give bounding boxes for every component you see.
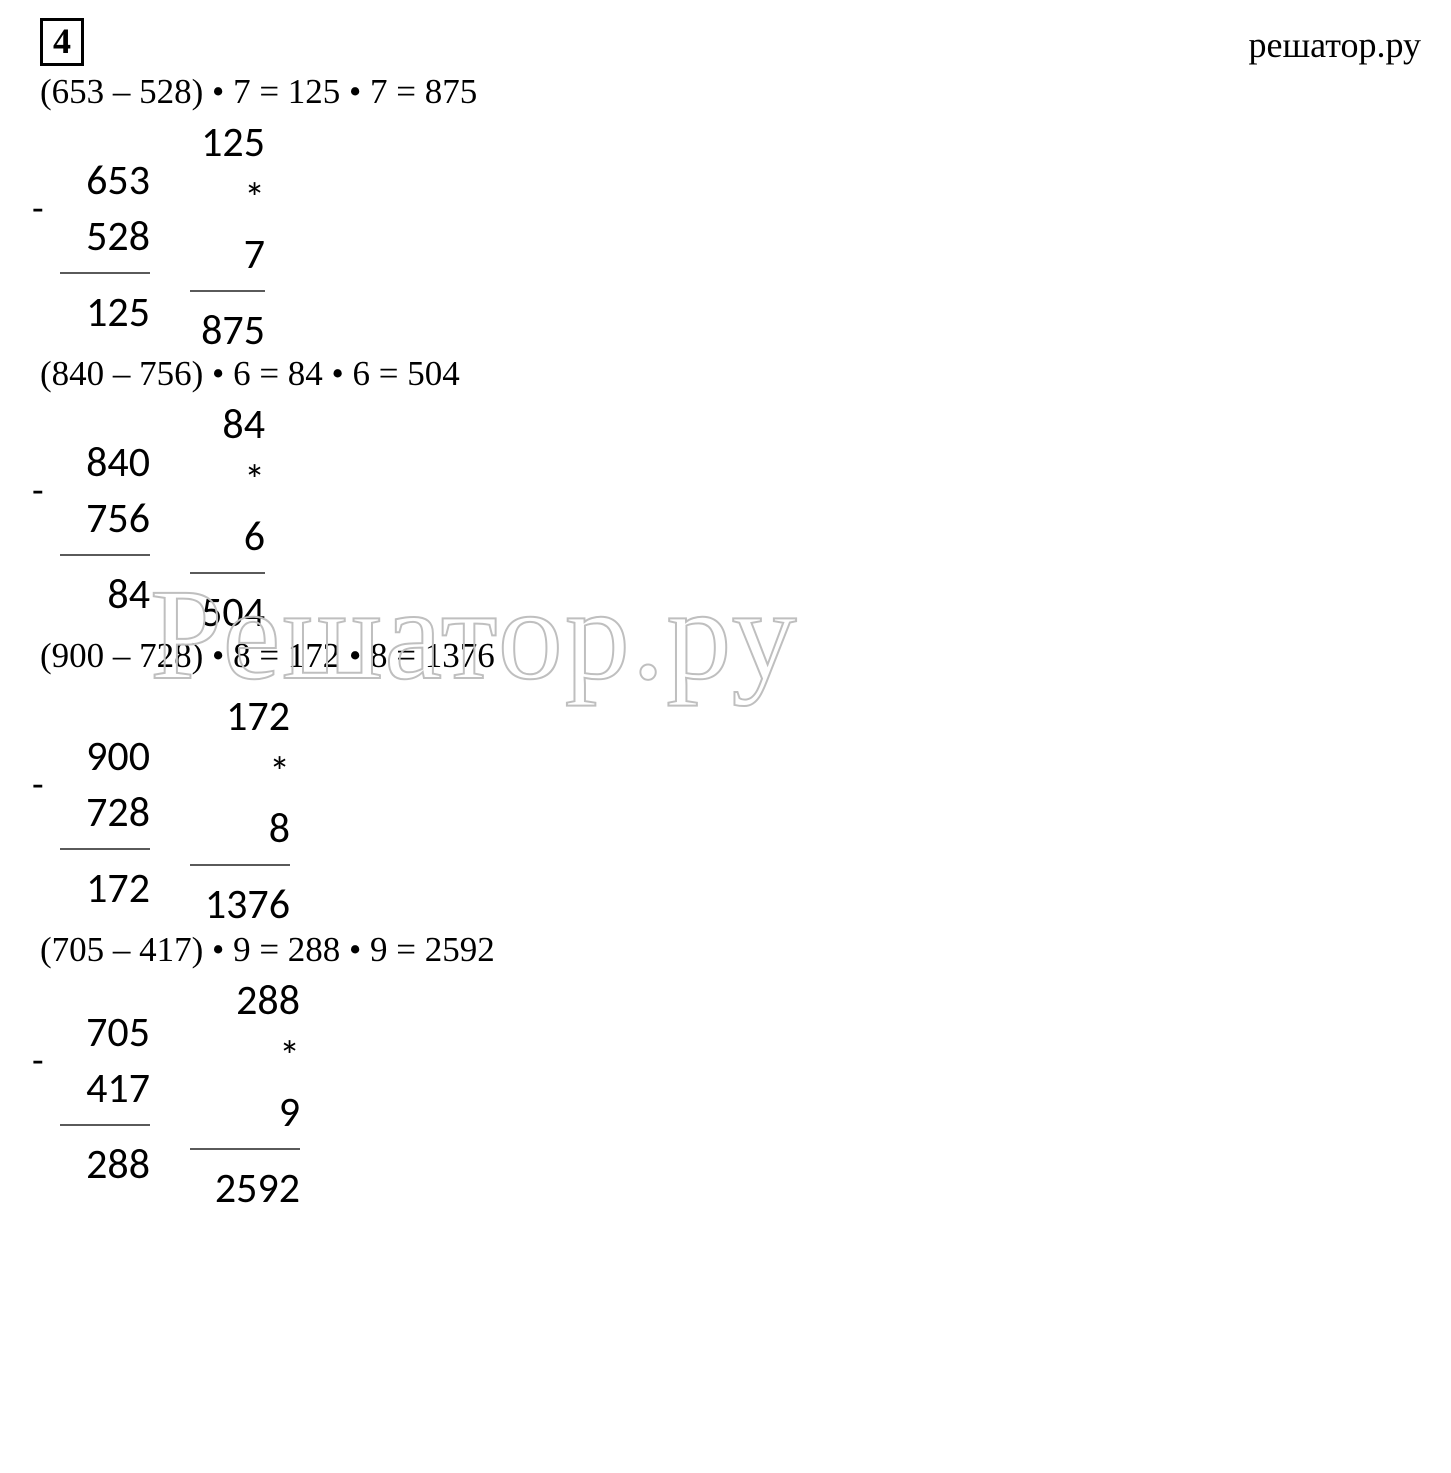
minus-sign: - <box>32 190 44 228</box>
mul-top: 172 <box>190 696 290 738</box>
minus-sign: - <box>32 1042 44 1080</box>
mul-top: 84 <box>190 404 265 446</box>
sub-bottom: 528 <box>60 216 150 258</box>
times-sign: * <box>190 178 265 220</box>
rule <box>60 272 150 274</box>
mul-top: 125 <box>190 122 265 164</box>
page: 4 решатор.ру (653 – 528) • 7 = 125 • 7 =… <box>0 0 1451 1473</box>
sub-result: 84 <box>60 574 150 616</box>
subtraction-column-3: - 900 728 172 <box>60 736 150 910</box>
mul-bottom: 9 <box>190 1092 300 1134</box>
mul-bottom: 7 <box>190 234 265 276</box>
minus-sign: - <box>32 766 44 804</box>
sub-top: 653 <box>60 160 150 202</box>
problem-number: 4 <box>53 21 71 61</box>
mul-result: 504 <box>190 592 265 634</box>
times-sign: * <box>190 1036 300 1078</box>
multiplication-column-3: 172 * 8 1376 <box>190 696 290 926</box>
equation-1: (653 – 528) • 7 = 125 • 7 = 875 <box>40 72 477 112</box>
mul-bottom: 8 <box>190 808 290 850</box>
rule <box>60 1124 150 1126</box>
subtraction-column-1: - 653 528 125 <box>60 160 150 334</box>
mul-top: 288 <box>190 980 300 1022</box>
times-sign: * <box>190 752 290 794</box>
multiplication-column-1: 125 * 7 875 <box>190 122 265 352</box>
mul-result: 1376 <box>190 884 290 926</box>
sub-result: 288 <box>60 1144 150 1186</box>
multiplication-column-4: 288 * 9 2592 <box>190 980 300 1210</box>
sub-bottom: 728 <box>60 792 150 834</box>
minus-sign: - <box>32 472 44 510</box>
subtraction-column-4: - 705 417 288 <box>60 1012 150 1186</box>
sub-top: 705 <box>60 1012 150 1054</box>
equation-4: (705 – 417) • 9 = 288 • 9 = 2592 <box>40 930 495 970</box>
sub-bottom: 756 <box>60 498 150 540</box>
equation-2: (840 – 756) • 6 = 84 • 6 = 504 <box>40 354 460 394</box>
problem-number-box: 4 <box>40 18 84 66</box>
rule <box>190 864 290 866</box>
sub-top: 900 <box>60 736 150 778</box>
rule <box>190 572 265 574</box>
multiplication-column-2: 84 * 6 504 <box>190 404 265 634</box>
mul-bottom: 6 <box>190 516 265 558</box>
subtraction-column-2: - 840 756 84 <box>60 442 150 616</box>
mul-result: 875 <box>190 310 265 352</box>
sub-result: 125 <box>60 292 150 334</box>
site-label: решатор.ру <box>1248 24 1421 66</box>
mul-result: 2592 <box>190 1168 300 1210</box>
rule <box>190 290 265 292</box>
sub-bottom: 417 <box>60 1068 150 1110</box>
rule <box>60 848 150 850</box>
rule <box>60 554 150 556</box>
sub-top: 840 <box>60 442 150 484</box>
times-sign: * <box>190 460 265 502</box>
sub-result: 172 <box>60 868 150 910</box>
equation-3: (900 – 728) • 8 = 172 • 8 = 1376 <box>40 636 495 676</box>
rule <box>190 1148 300 1150</box>
